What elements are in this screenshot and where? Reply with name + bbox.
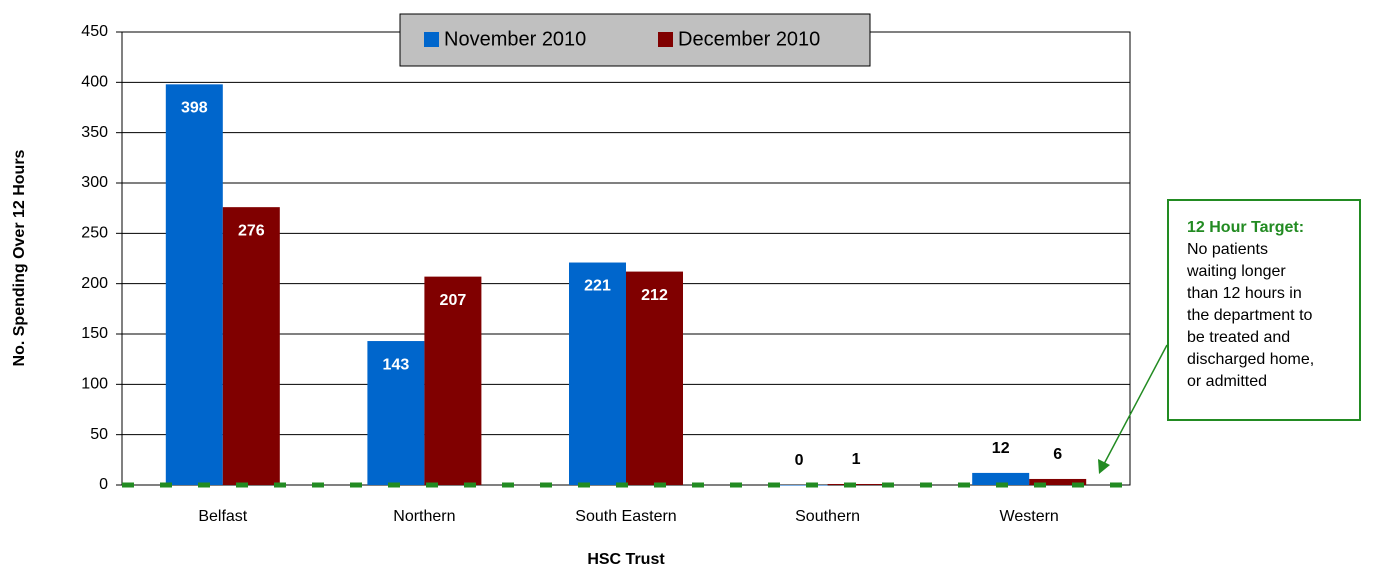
legend-box: [399, 13, 871, 67]
y-tick-label: 100: [81, 376, 108, 393]
annotation-line: than 12 hours in: [1187, 285, 1302, 302]
annotation-line: the department to: [1187, 307, 1313, 324]
data-label: 0: [795, 452, 804, 469]
data-label: 221: [584, 278, 611, 295]
x-tick-label: South Eastern: [575, 508, 676, 525]
bar: [972, 472, 1030, 485]
legend-label: November 2010: [444, 28, 586, 50]
annotation-line: or admitted: [1187, 373, 1267, 390]
y-tick-label: 300: [81, 174, 108, 191]
annotation-box: [1167, 199, 1361, 421]
data-label: 207: [440, 292, 467, 309]
x-tick-label: Northern: [393, 508, 455, 525]
y-tick-label: 150: [81, 325, 108, 342]
data-label: 398: [181, 100, 208, 117]
bar: [424, 276, 482, 485]
y-tick-label: 0: [99, 476, 108, 493]
bar: [626, 271, 683, 485]
y-tick-label: 200: [81, 275, 108, 292]
y-axis-title: No. Spending Over 12 Hours: [11, 149, 28, 366]
annotation-line: waiting longer: [1186, 263, 1286, 280]
x-tick-label: Western: [1000, 508, 1059, 525]
annotation-line: be treated and: [1187, 329, 1290, 346]
bar: [569, 262, 626, 485]
annotation-line: discharged home,: [1187, 351, 1314, 368]
data-label: 212: [641, 287, 668, 304]
arrow-head: [1098, 459, 1110, 474]
legend-swatch: [424, 32, 439, 47]
annotation-title: 12 Hour Target:: [1187, 219, 1304, 236]
x-tick-label: Belfast: [198, 508, 247, 525]
y-tick-label: 350: [81, 124, 108, 141]
legend-label: December 2010: [678, 28, 820, 50]
data-label: 6: [1053, 446, 1062, 463]
data-label: 276: [238, 222, 265, 239]
bar: [1029, 478, 1087, 485]
bar: [770, 485, 828, 486]
annotation-line: No patients: [1187, 241, 1268, 258]
bar: [222, 207, 280, 485]
annotation-arrow: [1103, 344, 1168, 465]
legend-swatch: [658, 32, 673, 47]
data-label: 12: [992, 440, 1010, 457]
data-label: 143: [383, 356, 410, 373]
bar: [827, 483, 885, 485]
bar: [165, 84, 223, 485]
y-tick-label: 450: [81, 23, 108, 40]
y-tick-label: 50: [90, 426, 108, 443]
x-tick-label: Southern: [795, 508, 860, 525]
y-tick-label: 250: [81, 225, 108, 242]
x-axis-title: HSC Trust: [587, 551, 665, 568]
bar: [367, 341, 425, 485]
data-label: 1: [852, 451, 861, 468]
y-tick-label: 400: [81, 74, 108, 91]
